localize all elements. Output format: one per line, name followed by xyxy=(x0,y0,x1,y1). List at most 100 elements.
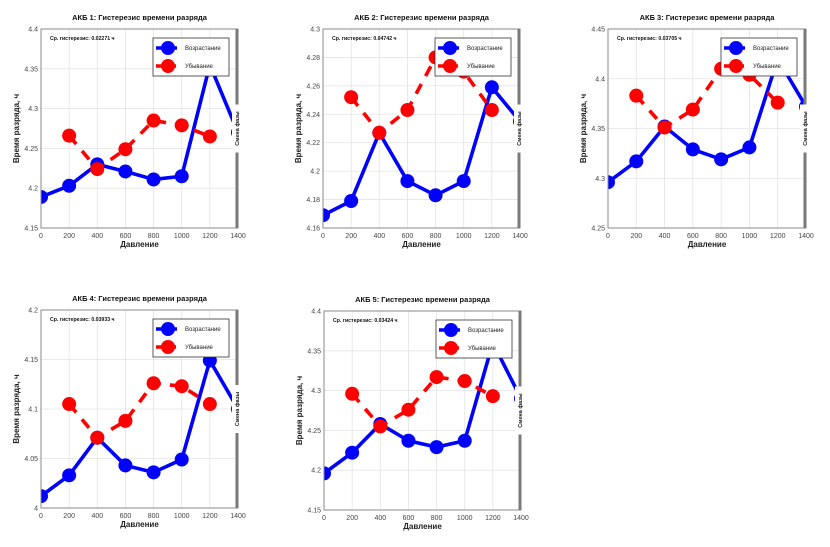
x-tick-label: 0 xyxy=(39,513,43,520)
data-point-increasing xyxy=(324,466,331,481)
data-point-increasing xyxy=(428,188,443,203)
x-tick-label: 400 xyxy=(91,233,103,240)
y-axis-label: Время разряда, ч xyxy=(295,376,304,446)
x-tick-label: 200 xyxy=(345,233,357,240)
data-point-decreasing xyxy=(174,118,189,133)
x-tick-label: 1400 xyxy=(230,233,246,240)
data-point-increasing xyxy=(629,154,644,169)
x-tick-label: 1000 xyxy=(456,233,472,240)
x-tick-label: 400 xyxy=(374,515,386,522)
legend-marker-increasing xyxy=(161,322,175,336)
data-point-decreasing xyxy=(484,103,499,118)
x-tick-label: 1000 xyxy=(457,515,473,522)
data-point-decreasing xyxy=(373,419,388,434)
data-point-increasing xyxy=(344,193,359,208)
y-tick-label: 4.35 xyxy=(591,126,605,133)
phase-label-box xyxy=(515,386,526,435)
subplot-2: 0 200 400 600 800 1000 1200 1400 4.16 4.18 4.2 4.22… xyxy=(294,13,528,249)
data-point-decreasing xyxy=(457,374,472,389)
y-tick-label: 4.4 xyxy=(28,27,38,34)
x-tick-label: 1200 xyxy=(485,515,501,522)
y-axis-label: Время разряда, ч xyxy=(12,94,21,164)
hysteresis-annotation: Ср. гистерезис: 0.02271 ч xyxy=(50,36,115,42)
legend-label: Убывание xyxy=(753,64,782,70)
legend-marker-decreasing xyxy=(161,340,175,354)
y-tick-label: 4.18 xyxy=(306,197,320,204)
x-tick-label: 800 xyxy=(430,233,442,240)
y-tick-label: 4.24 xyxy=(306,112,320,119)
x-tick-label: 0 xyxy=(322,515,326,522)
y-tick-label: 4.22 xyxy=(306,140,320,147)
x-tick-label: 0 xyxy=(39,233,43,240)
x-tick-label: 400 xyxy=(659,233,671,240)
hysteresis-annotation: Ср. гистерезис: 0.03424 ч xyxy=(333,318,398,324)
data-point-decreasing xyxy=(372,125,387,140)
legend-label: Убывание xyxy=(468,346,497,352)
legend-label: Возрастание xyxy=(467,46,503,52)
data-point-decreasing xyxy=(62,397,77,412)
legend-marker-decreasing xyxy=(444,341,458,355)
phase-change-label: Смена фазы xyxy=(517,393,524,428)
x-axis-label: Давление xyxy=(403,522,442,531)
x-tick-label: 0 xyxy=(606,233,610,240)
legend-marker-increasing xyxy=(443,41,457,55)
data-point-increasing xyxy=(146,172,161,187)
x-tick-label: 1000 xyxy=(742,233,758,240)
hysteresis-annotation: Ср. гистерезис: 0.03933 ч xyxy=(50,317,115,323)
phase-label-box xyxy=(800,104,811,153)
legend-marker-increasing xyxy=(444,323,458,337)
x-axis-label: Давление xyxy=(120,240,159,249)
x-tick-label: 1400 xyxy=(230,513,246,520)
y-tick-label: 4.45 xyxy=(591,27,605,34)
y-tick-label: 4.25 xyxy=(591,226,605,233)
legend-label: Убывание xyxy=(185,64,214,70)
data-point-decreasing xyxy=(146,113,161,128)
x-tick-label: 200 xyxy=(63,233,75,240)
hysteresis-annotation: Ср. гистерезис: 0.03705 ч xyxy=(617,36,682,42)
data-point-decreasing xyxy=(629,88,644,103)
data-point-increasing xyxy=(742,140,757,155)
legend: Возрастание Убывание xyxy=(435,319,513,359)
y-tick-label: 4.28 xyxy=(306,55,320,62)
legend-label: Убывание xyxy=(467,64,496,70)
phase-change-label: Смена фазы xyxy=(234,111,241,146)
y-tick-label: 4.4 xyxy=(311,309,321,316)
y-tick-label: 4.3 xyxy=(595,176,605,183)
y-tick-label: 4.16 xyxy=(306,226,320,233)
data-point-decreasing xyxy=(345,386,360,401)
x-axis-label: Давление xyxy=(688,240,727,249)
legend-label: Убывание xyxy=(185,345,214,351)
x-tick-label: 800 xyxy=(431,515,443,522)
x-tick-label: 600 xyxy=(403,515,415,522)
phase-change-label: Смена фазы xyxy=(802,111,809,146)
series-line-increasing xyxy=(41,358,238,498)
x-tick-label: 200 xyxy=(63,513,75,520)
data-point-decreasing xyxy=(429,370,444,385)
data-point-decreasing xyxy=(202,397,217,412)
legend-label: Возрастание xyxy=(753,46,789,52)
hysteresis-annotation: Ср. гистерезис: 0.04742 ч xyxy=(332,36,397,42)
y-tick-label: 4.25 xyxy=(24,146,38,153)
y-tick-label: 4.3 xyxy=(310,27,320,34)
x-tick-label: 0 xyxy=(321,233,325,240)
data-point-increasing xyxy=(484,80,499,95)
data-point-increasing xyxy=(323,208,330,223)
chart-title: АКБ 4: Гистерезис времени разряда xyxy=(72,294,208,303)
y-tick-label: 4.3 xyxy=(311,388,321,395)
data-point-increasing xyxy=(41,489,48,504)
y-tick-label: 4.15 xyxy=(307,508,321,515)
data-point-decreasing xyxy=(400,103,415,118)
x-tick-label: 600 xyxy=(120,513,132,520)
data-point-decreasing xyxy=(62,128,77,143)
y-axis-label: Время разряда, ч xyxy=(12,374,21,444)
x-axis-label: Давление xyxy=(120,520,159,529)
x-tick-label: 400 xyxy=(91,513,103,520)
series-line-increasing xyxy=(323,85,520,217)
x-tick-label: 1200 xyxy=(484,233,500,240)
x-tick-label: 200 xyxy=(346,515,358,522)
x-tick-label: 1200 xyxy=(770,233,786,240)
legend: Возрастание Убывание xyxy=(152,37,230,77)
chart-title: АКБ 1: Гистерезис времени разряда xyxy=(72,13,208,22)
x-tick-label: 600 xyxy=(120,233,132,240)
